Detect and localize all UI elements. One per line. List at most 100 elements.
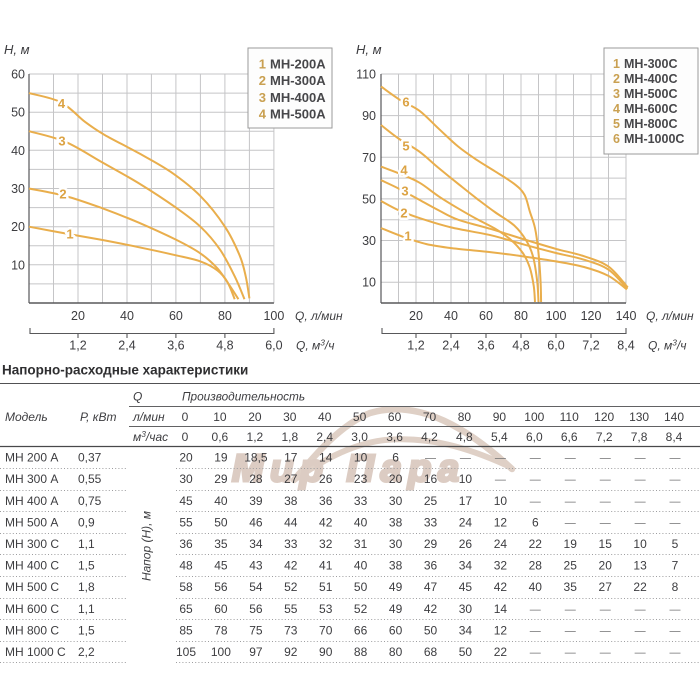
svg-text:46: 46 [249,515,263,529]
svg-text:Р, кВт: Р, кВт [80,410,116,424]
svg-text:10: 10 [494,494,508,508]
svg-text:4,2: 4,2 [421,430,438,444]
svg-text:140: 140 [664,410,684,424]
svg-text:—: — [600,647,611,659]
svg-text:13: 13 [633,559,647,573]
svg-text:25: 25 [424,494,438,508]
svg-text:0: 0 [182,410,189,424]
svg-text:10: 10 [459,472,473,486]
svg-text:12: 12 [494,623,508,637]
svg-text:105: 105 [176,645,196,659]
svg-text:МН 200 А: МН 200 А [5,451,58,465]
svg-text:30: 30 [11,182,25,196]
svg-text:—: — [495,474,506,486]
svg-text:2,2: 2,2 [78,645,95,659]
svg-text:18,5: 18,5 [244,451,268,465]
svg-text:4,8: 4,8 [216,339,233,353]
svg-text:—: — [670,647,681,659]
svg-text:—: — [600,517,611,529]
svg-text:44: 44 [284,515,298,529]
svg-text:1,8: 1,8 [78,580,95,594]
svg-text:56: 56 [249,602,263,616]
svg-text:35: 35 [214,537,228,551]
svg-text:50: 50 [214,515,228,529]
svg-text:1: 1 [613,57,620,71]
svg-text:—: — [565,604,576,616]
svg-text:30: 30 [283,410,297,424]
svg-text:10: 10 [362,276,376,290]
svg-text:110: 110 [356,68,376,82]
svg-text:20: 20 [71,309,85,323]
svg-text:—: — [635,474,646,486]
svg-text:6,6: 6,6 [561,430,578,444]
svg-text:45: 45 [179,494,193,508]
svg-text:—: — [495,453,506,465]
svg-text:MH-600C: MH-600C [624,102,678,116]
svg-text:65: 65 [179,602,193,616]
svg-text:—: — [530,647,541,659]
svg-text:6,0: 6,0 [547,339,564,353]
svg-text:20: 20 [599,559,613,573]
svg-text:—: — [565,496,576,508]
svg-text:0,37: 0,37 [78,451,102,465]
svg-text:1,5: 1,5 [78,559,95,573]
svg-text:MH-200A: MH-200A [270,57,326,72]
svg-text:2,4: 2,4 [118,339,135,353]
svg-text:—: — [600,496,611,508]
svg-text:90: 90 [362,109,376,123]
svg-text:80: 80 [458,410,472,424]
svg-text:39: 39 [249,494,263,508]
svg-text:10: 10 [11,258,25,272]
svg-text:19: 19 [564,537,578,551]
svg-text:70: 70 [319,623,333,637]
svg-text:75: 75 [249,623,263,637]
svg-text:40: 40 [120,309,134,323]
svg-text:38: 38 [284,494,298,508]
svg-text:—: — [530,604,541,616]
svg-text:80: 80 [389,645,403,659]
svg-text:—: — [670,625,681,637]
svg-text:4: 4 [259,106,267,121]
svg-text:85: 85 [179,623,193,637]
svg-text:70: 70 [362,151,376,165]
svg-text:110: 110 [560,410,579,424]
svg-text:Q, л/мин: Q, л/мин [295,309,343,323]
svg-text:92: 92 [284,645,298,659]
svg-text:7,2: 7,2 [582,339,599,353]
svg-text:17: 17 [284,451,298,465]
svg-text:36: 36 [179,537,193,551]
svg-text:26: 26 [459,537,473,551]
svg-text:8,4: 8,4 [617,339,634,353]
svg-text:14: 14 [319,451,333,465]
svg-text:3,6: 3,6 [386,430,403,444]
svg-text:30: 30 [362,234,376,248]
svg-text:55: 55 [284,602,298,616]
svg-text:34: 34 [249,537,263,551]
svg-text:31: 31 [354,537,368,551]
svg-text:MH-400C: MH-400C [624,72,678,86]
svg-text:5: 5 [672,537,679,551]
svg-text:40: 40 [529,580,543,594]
svg-text:42: 42 [319,515,333,529]
svg-text:20: 20 [179,451,193,465]
svg-text:42: 42 [424,602,438,616]
svg-text:10: 10 [633,537,647,551]
svg-text:49: 49 [389,580,403,594]
svg-text:л/мин: л/мин [132,410,165,424]
svg-text:МН 300 С: МН 300 С [5,537,59,551]
svg-text:1: 1 [259,57,266,72]
svg-text:60: 60 [169,309,183,323]
svg-text:53: 53 [319,602,333,616]
svg-text:22: 22 [529,537,543,551]
svg-text:14: 14 [494,602,508,616]
svg-text:10: 10 [213,410,227,424]
svg-text:—: — [635,453,646,465]
svg-text:0,9: 0,9 [78,515,95,529]
svg-text:23: 23 [354,472,368,486]
svg-text:2: 2 [613,72,620,86]
svg-text:120: 120 [594,410,614,424]
svg-text:Напорно-расходные характеристи: Напорно-расходные характеристики [2,363,248,378]
svg-text:0,75: 0,75 [78,494,102,508]
svg-text:6: 6 [613,132,620,146]
svg-text:—: — [565,517,576,529]
